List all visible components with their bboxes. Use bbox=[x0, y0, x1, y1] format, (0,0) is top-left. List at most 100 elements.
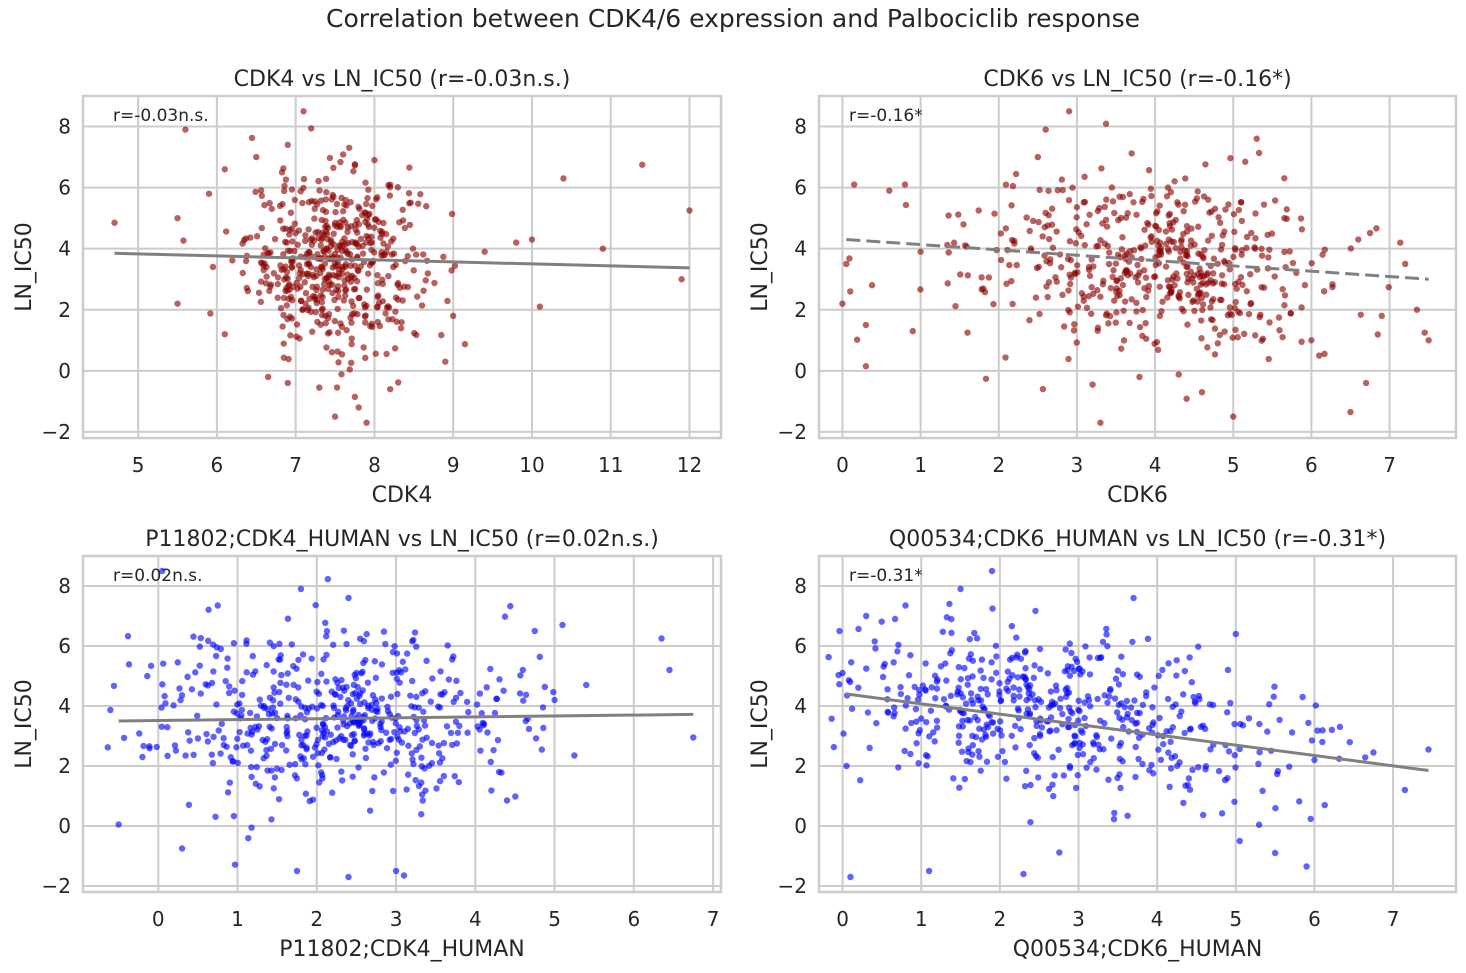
data-point bbox=[317, 197, 325, 204]
data-point bbox=[1002, 225, 1010, 232]
data-point bbox=[164, 724, 171, 731]
data-point bbox=[1329, 281, 1336, 288]
data-point bbox=[210, 668, 217, 675]
data-point bbox=[843, 762, 850, 770]
data-point bbox=[318, 311, 326, 319]
data-point bbox=[464, 729, 471, 736]
data-point bbox=[378, 726, 385, 734]
data-point bbox=[1266, 319, 1273, 326]
data-point bbox=[274, 294, 281, 301]
data-point bbox=[1082, 643, 1089, 650]
data-point bbox=[984, 691, 991, 698]
data-point bbox=[1180, 691, 1187, 698]
data-point bbox=[847, 288, 854, 295]
data-point bbox=[362, 354, 369, 362]
data-point bbox=[1187, 268, 1195, 275]
data-point bbox=[977, 697, 985, 704]
data-point bbox=[1065, 108, 1073, 115]
data-point bbox=[162, 700, 169, 707]
y-tick-label: 8 bbox=[58, 115, 71, 139]
data-point bbox=[541, 683, 549, 691]
data-point bbox=[205, 606, 212, 613]
data-point bbox=[411, 729, 419, 737]
data-point bbox=[259, 736, 266, 744]
data-point bbox=[939, 628, 947, 635]
data-point bbox=[1113, 709, 1121, 716]
data-point bbox=[394, 690, 401, 698]
data-point bbox=[1347, 245, 1355, 252]
data-point bbox=[678, 276, 685, 283]
data-point bbox=[966, 635, 973, 643]
data-point bbox=[1026, 682, 1034, 689]
data-point bbox=[997, 697, 1005, 704]
data-point bbox=[1052, 682, 1060, 689]
data-point bbox=[1183, 395, 1190, 402]
data-point bbox=[315, 234, 322, 242]
data-point bbox=[330, 704, 338, 712]
data-point bbox=[400, 872, 408, 879]
data-point bbox=[185, 801, 193, 809]
data-point bbox=[496, 676, 503, 683]
data-point bbox=[268, 767, 275, 774]
data-point bbox=[1073, 658, 1081, 666]
data-point bbox=[1265, 254, 1272, 261]
data-point bbox=[950, 775, 957, 782]
data-point bbox=[350, 168, 357, 175]
data-point bbox=[184, 729, 192, 736]
data-point bbox=[895, 641, 902, 649]
data-point bbox=[1165, 660, 1172, 667]
data-point bbox=[1316, 352, 1323, 359]
data-point bbox=[522, 717, 529, 725]
data-point bbox=[277, 700, 284, 707]
data-point bbox=[319, 702, 326, 710]
data-point bbox=[1049, 753, 1056, 761]
data-point bbox=[1195, 763, 1202, 771]
data-point bbox=[1069, 710, 1076, 717]
data-point bbox=[1216, 219, 1224, 227]
data-point bbox=[1064, 723, 1072, 731]
data-point bbox=[516, 690, 524, 697]
data-point bbox=[1022, 675, 1029, 682]
data-point bbox=[1215, 767, 1223, 775]
data-point bbox=[343, 640, 350, 648]
data-point bbox=[536, 653, 543, 661]
data-point bbox=[407, 692, 414, 699]
data-point bbox=[465, 708, 472, 716]
data-point bbox=[1283, 206, 1290, 213]
data-point bbox=[270, 270, 277, 277]
data-point bbox=[351, 738, 358, 745]
data-point bbox=[366, 262, 374, 269]
data-point bbox=[221, 166, 228, 173]
data-point bbox=[1198, 317, 1205, 324]
data-point bbox=[996, 688, 1003, 695]
data-point bbox=[332, 208, 339, 216]
data-point bbox=[428, 739, 436, 747]
data-point bbox=[392, 720, 399, 727]
data-point bbox=[393, 749, 401, 756]
data-point bbox=[1063, 684, 1071, 692]
data-point bbox=[1296, 798, 1303, 805]
data-point bbox=[955, 739, 962, 746]
data-point bbox=[340, 627, 348, 634]
data-point bbox=[1074, 772, 1081, 779]
data-point bbox=[380, 219, 387, 227]
data-point bbox=[1401, 260, 1409, 268]
data-point bbox=[839, 300, 846, 307]
data-point bbox=[158, 704, 165, 711]
data-point bbox=[203, 730, 210, 738]
data-point bbox=[334, 724, 341, 731]
data-point bbox=[937, 663, 945, 670]
data-point bbox=[282, 263, 289, 270]
data-point bbox=[286, 313, 294, 320]
data-point bbox=[560, 175, 567, 182]
data-point bbox=[260, 266, 267, 274]
data-point bbox=[1164, 277, 1172, 284]
data-point bbox=[1003, 280, 1010, 287]
data-point bbox=[364, 679, 372, 686]
y-tick-label: 8 bbox=[794, 115, 807, 139]
data-point bbox=[297, 188, 304, 195]
data-point bbox=[1008, 277, 1015, 285]
data-point bbox=[907, 719, 915, 727]
data-point bbox=[1258, 284, 1265, 291]
data-point bbox=[1164, 695, 1172, 703]
